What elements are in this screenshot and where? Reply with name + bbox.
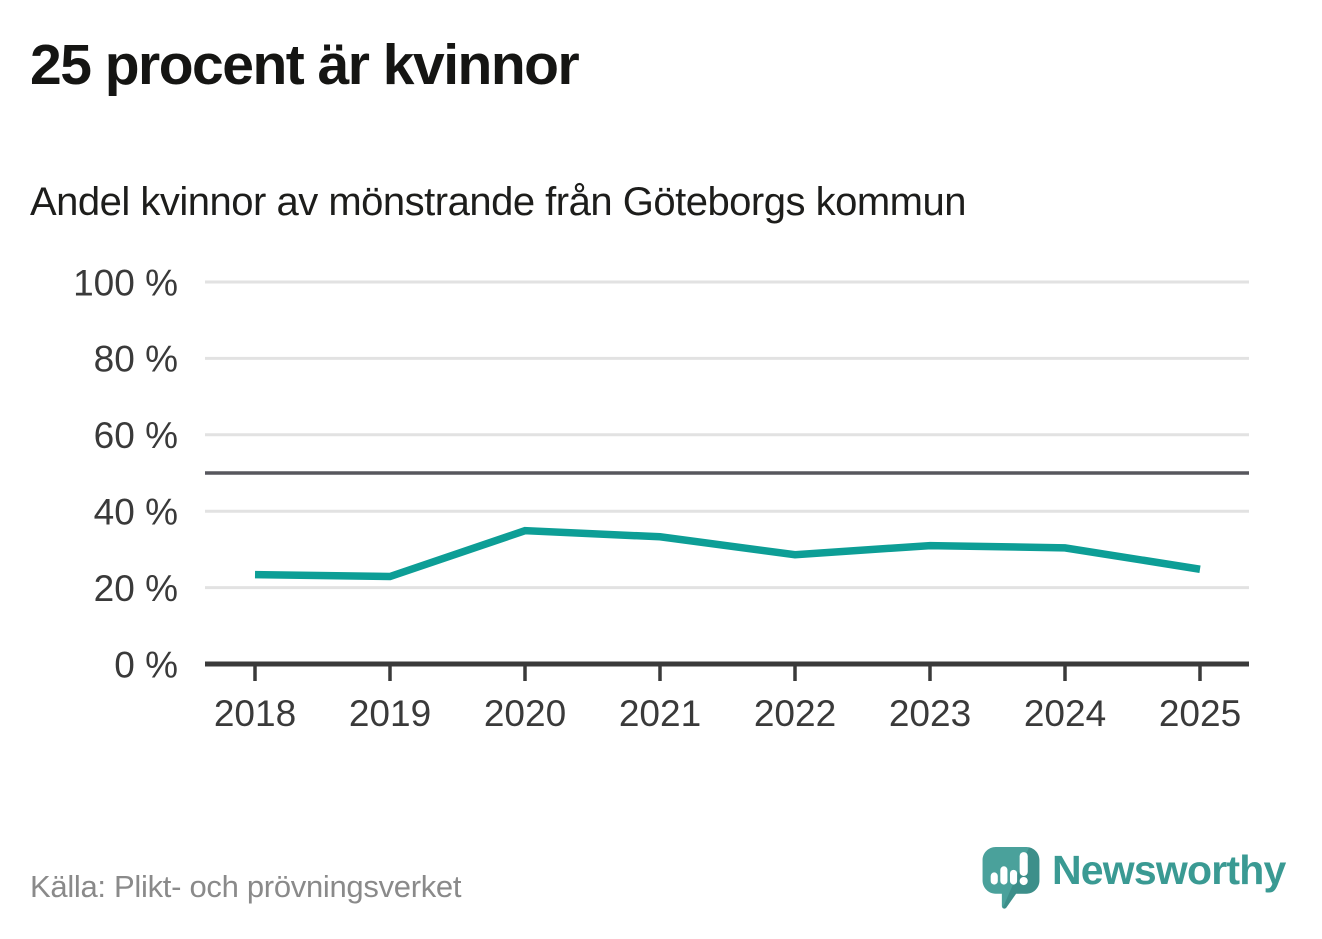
newsworthy-wordmark: Newsworthy <box>1052 847 1286 893</box>
logo-exclamation-bar <box>1019 852 1028 876</box>
x-tick-label-2020: 2020 <box>484 693 566 734</box>
y-tick-label-0: 0 % <box>114 644 178 685</box>
logo-barchart-glyph <box>990 852 1028 886</box>
newsworthy-logo-icon <box>982 847 1040 909</box>
x-tick-label-2018: 2018 <box>214 693 296 734</box>
chart-title: 25 procent är kvinnor <box>30 33 580 97</box>
y-tick-label-20: 20 % <box>94 568 178 609</box>
logo-exclamation-dot <box>1019 876 1028 886</box>
chart-subtitle: Andel kvinnor av mönstrande från Götebor… <box>30 180 967 224</box>
x-tick-label-2024: 2024 <box>1024 693 1106 734</box>
newsworthy-logo: Newsworthy <box>982 847 1286 911</box>
x-tick-label-2023: 2023 <box>889 693 971 734</box>
x-tick-label-2021: 2021 <box>619 693 701 734</box>
x-tick-label-2019: 2019 <box>349 693 431 734</box>
source-note: Källa: Plikt- och prövningsverket <box>30 869 462 904</box>
x-tick-label-2025: 2025 <box>1159 693 1241 734</box>
y-tick-label-80: 80 % <box>94 339 178 380</box>
x-tick-label-2022: 2022 <box>754 693 836 734</box>
data-line <box>254 526 1201 581</box>
y-tick-label-100: 100 % <box>73 262 178 303</box>
y-tick-label-60: 60 % <box>94 415 178 456</box>
y-tick-label-40: 40 % <box>94 492 178 533</box>
